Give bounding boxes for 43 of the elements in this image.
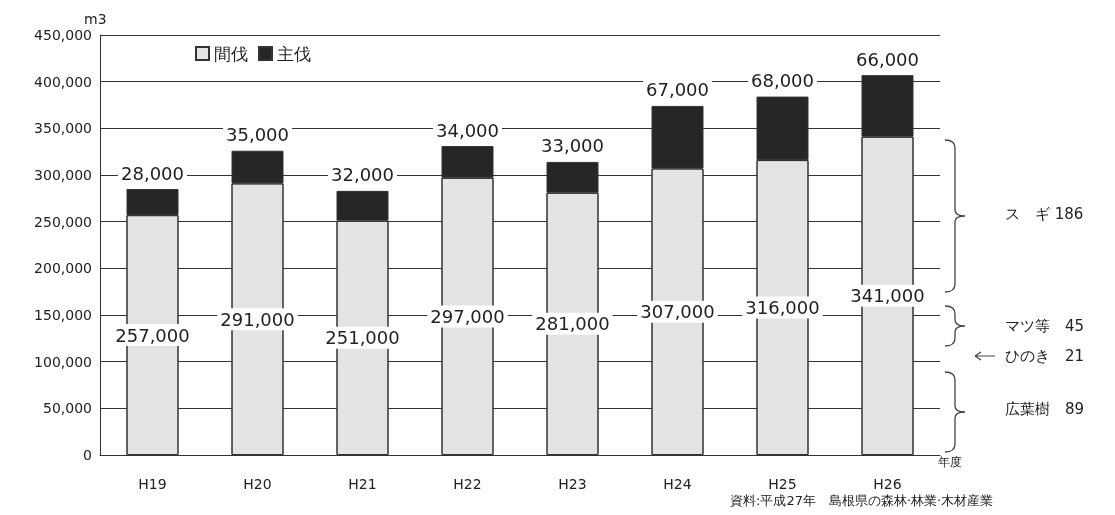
data-label: 68,000 [751, 70, 814, 92]
y-tick-label: 0 [83, 447, 92, 463]
y-tick-label: 350,000 [34, 120, 92, 137]
text: 資料:平成27年 島根県の森林·林業·木材産業 [730, 493, 994, 508]
y-axis-title: m3 [84, 11, 107, 27]
legend-label: 間伐 [214, 43, 248, 64]
y-tick-label: 250,000 [34, 213, 92, 230]
data-label: 32,000 [331, 164, 394, 186]
data-label: 341,000 [850, 285, 925, 307]
y-tick-label: 100,000 [34, 353, 92, 370]
data-label: 28,000 [121, 162, 184, 184]
x-tick-label: H25 [768, 476, 797, 492]
data-label: 67,000 [646, 79, 709, 101]
x-tick-label: H20 [243, 476, 272, 492]
x-tick-label: H24 [663, 476, 692, 492]
data-label: 281,000 [535, 313, 610, 335]
data-label: 251,000 [325, 327, 400, 349]
x-tick-label: H26 [873, 476, 902, 492]
text: 広葉樹 89 [1005, 399, 1085, 418]
legend-label: 主伐 [277, 43, 311, 64]
x-tick-label: H23 [558, 476, 587, 492]
y-tick-label: 150,000 [34, 307, 92, 323]
data-label: 307,000 [640, 301, 715, 323]
data-label: 291,000 [220, 308, 295, 330]
text: ス ギ 186 [1005, 204, 1084, 223]
data-label: 316,000 [745, 297, 820, 319]
text: マツ等 45 [1005, 316, 1085, 335]
y-tick-label: 300,000 [34, 167, 92, 183]
x-tick-label: H21 [348, 476, 377, 492]
data-label: 34,000 [436, 119, 499, 141]
y-tick-label: 400,000 [34, 73, 92, 90]
x-tick-label: H19 [138, 476, 167, 492]
data-label: 33,000 [541, 135, 604, 157]
data-label: 257,000 [115, 324, 190, 346]
text: ひのき 21 [1005, 346, 1085, 365]
y-tick-label: 50,000 [43, 400, 92, 417]
y-tick-label: 200,000 [34, 260, 92, 277]
x-axis-title: 年度 [938, 455, 962, 469]
x-tick-label: H22 [453, 476, 482, 492]
data-label: 66,000 [856, 48, 919, 70]
data-label: 297,000 [430, 305, 505, 327]
data-label: 35,000 [226, 124, 289, 146]
y-tick-label: 450,000 [34, 27, 92, 43]
